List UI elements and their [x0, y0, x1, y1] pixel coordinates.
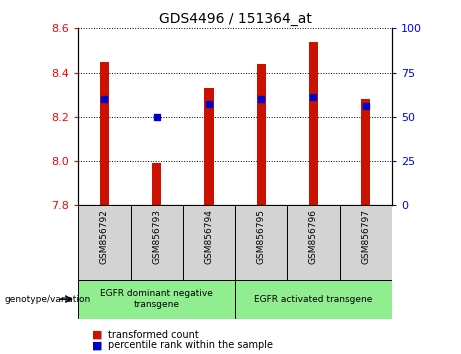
Bar [361, 99, 371, 205]
Text: percentile rank within the sample: percentile rank within the sample [108, 340, 273, 350]
Text: GSM856792: GSM856792 [100, 209, 109, 264]
Bar [287, 205, 340, 280]
Bar [204, 88, 214, 205]
Bar [235, 280, 392, 319]
Bar [340, 205, 392, 280]
Text: GSM856796: GSM856796 [309, 209, 318, 264]
Text: GSM856795: GSM856795 [257, 209, 266, 264]
Text: ■: ■ [92, 330, 102, 339]
Text: genotype/variation: genotype/variation [5, 295, 91, 304]
Text: transformed count: transformed count [108, 330, 199, 339]
Bar [183, 205, 235, 280]
Text: ■: ■ [92, 340, 102, 350]
Bar [152, 163, 161, 205]
Bar [130, 205, 183, 280]
Text: GSM856797: GSM856797 [361, 209, 370, 264]
Bar [256, 64, 266, 205]
Text: EGFR activated transgene: EGFR activated transgene [254, 295, 372, 304]
Text: EGFR dominant negative
transgene: EGFR dominant negative transgene [100, 290, 213, 309]
Title: GDS4496 / 151364_at: GDS4496 / 151364_at [159, 12, 312, 26]
Bar [78, 280, 235, 319]
Text: GSM856794: GSM856794 [205, 209, 213, 264]
Bar [100, 62, 109, 205]
Text: GSM856793: GSM856793 [152, 209, 161, 264]
Bar [309, 42, 318, 205]
Bar [235, 205, 287, 280]
Bar [78, 205, 130, 280]
